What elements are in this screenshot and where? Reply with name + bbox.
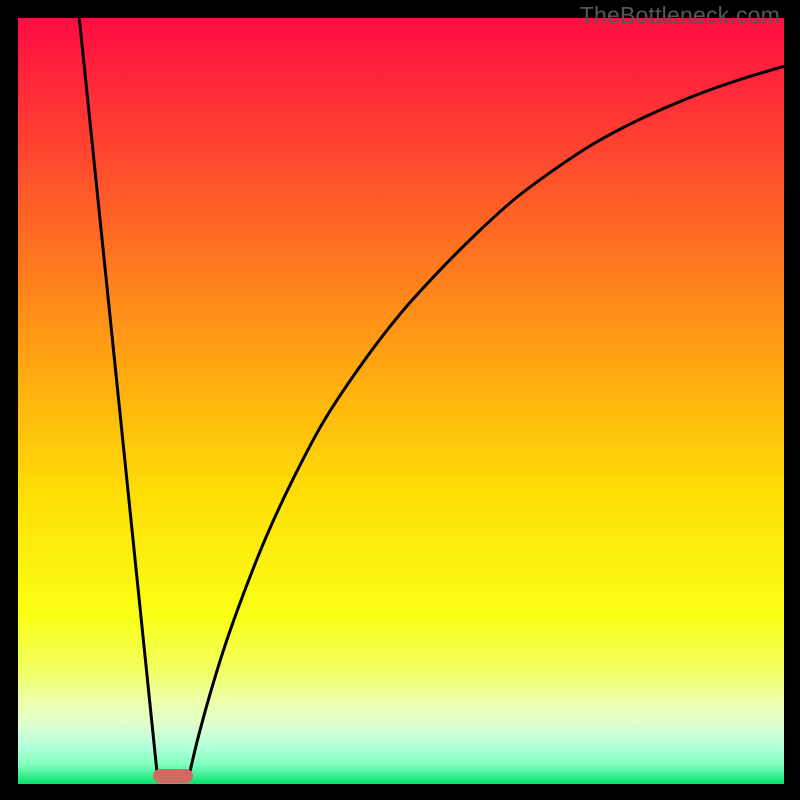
chart-container: TheBottleneck.com bbox=[0, 0, 800, 800]
plot-area bbox=[18, 18, 784, 784]
left-v-line bbox=[79, 18, 157, 776]
right-curve bbox=[189, 66, 784, 776]
min-marker bbox=[153, 769, 193, 783]
watermark-text: TheBottleneck.com bbox=[580, 2, 780, 29]
curve-layer bbox=[18, 18, 784, 784]
